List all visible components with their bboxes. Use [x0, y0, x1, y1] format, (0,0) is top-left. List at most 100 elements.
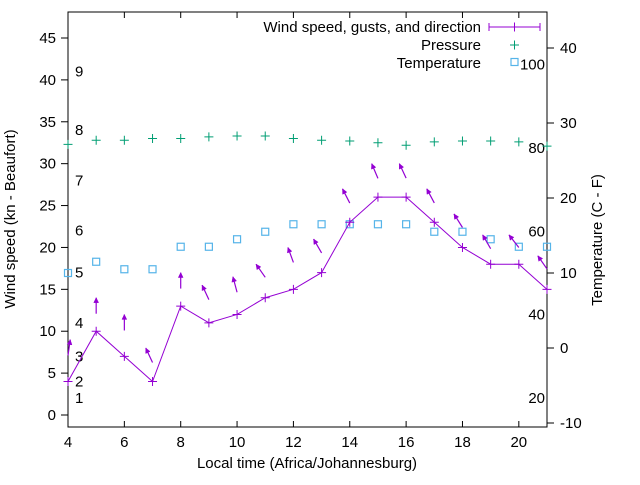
sample-square	[510, 57, 519, 67]
beaufort-label: 8	[75, 122, 83, 139]
fahrenheit-label: 80	[528, 140, 545, 157]
temperature-point	[232, 235, 242, 244]
temperature-point	[148, 265, 157, 274]
wind-speed-point	[204, 318, 214, 328]
y-right-tick-label: 20	[560, 190, 577, 207]
wind-speed-point	[63, 376, 73, 386]
pressure-point	[232, 131, 242, 141]
pressure-point	[91, 135, 101, 145]
y-right-tick-label: 10	[560, 265, 577, 282]
pressure-point	[429, 137, 439, 147]
wind-direction-arrow	[508, 234, 520, 248]
temperature-point	[514, 242, 523, 251]
wind-direction-arrow	[398, 163, 407, 179]
x-tick-label: 8	[177, 434, 185, 451]
y-left-tick-label: 45	[39, 30, 56, 47]
y-left-tick-label: 35	[39, 114, 56, 131]
temperature-point	[373, 220, 383, 229]
x-tick-label: 20	[510, 434, 527, 451]
y-right-tick-label: 0	[560, 340, 568, 357]
temperature-point	[289, 220, 298, 229]
y-right-axis-title: Temperature (C - F)	[589, 174, 606, 306]
arrow-head	[231, 276, 237, 283]
wind-speed-point	[429, 217, 439, 227]
y-right-tick-label: 40	[560, 40, 577, 57]
arrow-head	[121, 313, 128, 320]
pressure-point	[204, 132, 214, 142]
temperature-point	[63, 268, 73, 278]
temperature-point	[92, 257, 101, 266]
arrow-head	[313, 238, 319, 245]
temperature-point	[458, 227, 467, 236]
arrow-head	[371, 163, 377, 170]
x-tick-label: 14	[341, 434, 358, 451]
arrow-head	[255, 263, 262, 271]
arrow-head	[201, 284, 207, 292]
wind-speed-point	[260, 293, 270, 303]
arrow-head	[482, 234, 488, 241]
beaufort-label: 2	[75, 373, 83, 390]
plot-area: 4 6 8 10 12 14 16 18 200510152025303540451234567…	[39, 11, 582, 451]
wind-errorbar-sample-icon	[488, 22, 541, 32]
wind-direction-arrow	[145, 347, 154, 363]
wind-speed-point	[345, 217, 355, 227]
x-tick-label: 12	[285, 434, 302, 451]
wind-speed-point	[148, 376, 158, 386]
y-left-tick-label: 10	[39, 323, 56, 340]
temperature-point	[261, 227, 270, 236]
legend-label-pressure: Pressure	[421, 37, 481, 54]
y-left-tick-label: 25	[39, 198, 56, 215]
y-left-tick-label: 30	[39, 156, 56, 173]
y-left-axis-title: Wind speed (kn - Beaufort)	[2, 129, 19, 308]
pressure-plus-sample-icon	[510, 40, 519, 50]
wind-direction-arrow	[341, 188, 351, 204]
wind-speed-point	[401, 192, 411, 202]
wind-direction-arrow	[121, 313, 128, 331]
wind-direction-arrow	[231, 276, 238, 293]
wind-direction-arrow	[255, 263, 266, 278]
wind-direction-arrow	[93, 297, 99, 314]
wind-speed-point	[232, 309, 242, 319]
pressure-point	[63, 139, 73, 149]
arrow-head	[93, 297, 99, 303]
x-tick-label: 18	[454, 434, 471, 451]
wind-direction-arrow	[287, 246, 294, 263]
y-left-tick-label: 20	[39, 239, 56, 256]
wind-speed-point	[288, 284, 298, 294]
x-tick-label: 16	[398, 434, 415, 451]
beaufort-label: 3	[75, 348, 83, 365]
wind-speed-line	[67, 196, 548, 383]
legend-label-temperature: Temperature	[397, 55, 481, 72]
beaufort-label: 4	[75, 315, 83, 332]
arrow-head	[426, 188, 432, 195]
wind-speed-point	[176, 301, 186, 311]
pressure-point	[260, 131, 270, 141]
legend-label-wind: Wind speed, gusts, and direction	[263, 19, 481, 36]
pressure-point	[457, 136, 467, 146]
pressure-point	[514, 137, 524, 147]
arrow-head	[177, 272, 184, 278]
arrow-head	[287, 246, 293, 254]
pressure-point	[119, 135, 129, 145]
pressure-point	[288, 134, 298, 144]
beaufort-label: 1	[75, 390, 83, 407]
arrow-head	[399, 163, 405, 170]
wind-direction-arrow	[482, 234, 492, 250]
temperature-point	[204, 242, 213, 251]
fahrenheit-label: 20	[528, 390, 545, 407]
x-tick-label: 4	[64, 434, 72, 451]
y-left-tick-label: 0	[48, 407, 56, 424]
pressure-point	[542, 141, 552, 151]
wind-direction-arrow	[66, 339, 73, 356]
pressure-point	[345, 136, 355, 146]
legend: Wind speed, gusts, and direction Pressur…	[263, 19, 541, 72]
fahrenheit-label: 60	[528, 223, 545, 240]
fahrenheit-label: 40	[528, 307, 545, 324]
y-right-tick-label: 30	[560, 115, 577, 132]
wind-direction-arrow	[426, 188, 435, 204]
pressure-point	[317, 135, 327, 145]
beaufort-label: 5	[75, 265, 83, 282]
y-right-tick-label: -10	[560, 415, 582, 432]
wind-direction-arrow	[177, 272, 184, 289]
